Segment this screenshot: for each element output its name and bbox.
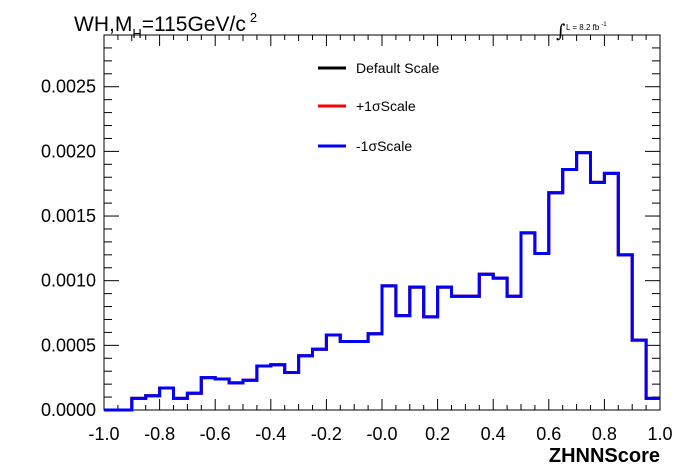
histogram-series-2 <box>104 151 660 412</box>
luminosity-annotation: ∫ L = 8.2 fb -1 <box>556 21 607 42</box>
legend-entry-label: Default Scale <box>356 60 439 76</box>
y-axis-ticks: 0.0000 0.0005 0.0010 0.0015 0.0020 0.0025 <box>41 34 660 420</box>
luminosity-label: L = 8.2 fb -1 <box>566 22 607 32</box>
y-tick-label: 0.0020 <box>41 141 96 161</box>
legend-entry-label: -1σScale <box>356 138 412 154</box>
legend-entry-label: +1σScale <box>356 98 416 114</box>
x-tick-label: 0.4 <box>481 424 506 444</box>
x-axis-ticks: -1.0 -0.8 -0.6 -0.4 -0.2 -0.0 0.2 0.4 0.6 0.8 1.0 <box>88 35 673 444</box>
y-tick-label: 0.0025 <box>41 77 96 97</box>
x-tick-label: -0.4 <box>255 424 286 444</box>
histogram-series-3 <box>104 151 660 412</box>
x-tick-label: -0.2 <box>311 424 342 444</box>
series-layer <box>104 151 660 412</box>
x-tick-label: -0.0 <box>366 424 397 444</box>
integral-symbol: ∫ <box>556 21 566 42</box>
x-tick-label: 1.0 <box>647 424 672 444</box>
plot-frame <box>103 34 661 411</box>
x-tick-label: -0.8 <box>144 424 175 444</box>
x-tick-label: 0.6 <box>536 424 561 444</box>
y-tick-label: 0.0010 <box>41 271 96 291</box>
histogram-series-1 <box>104 151 660 412</box>
x-axis-label: ZHNNScore <box>549 445 660 467</box>
x-tick-label: -1.0 <box>88 424 119 444</box>
x-tick-label: 0.2 <box>425 424 450 444</box>
y-tick-label: 0.0015 <box>41 206 96 226</box>
legend: Default Scale +1σScale -1σScale <box>318 60 439 154</box>
y-tick-label: 0.0000 <box>41 400 96 420</box>
y-tick-label: 0.0005 <box>41 335 96 355</box>
x-tick-label: 0.8 <box>592 424 617 444</box>
chart-title: WH,MH=115GeV/c 2 <box>74 10 257 41</box>
x-tick-label: -0.6 <box>200 424 231 444</box>
